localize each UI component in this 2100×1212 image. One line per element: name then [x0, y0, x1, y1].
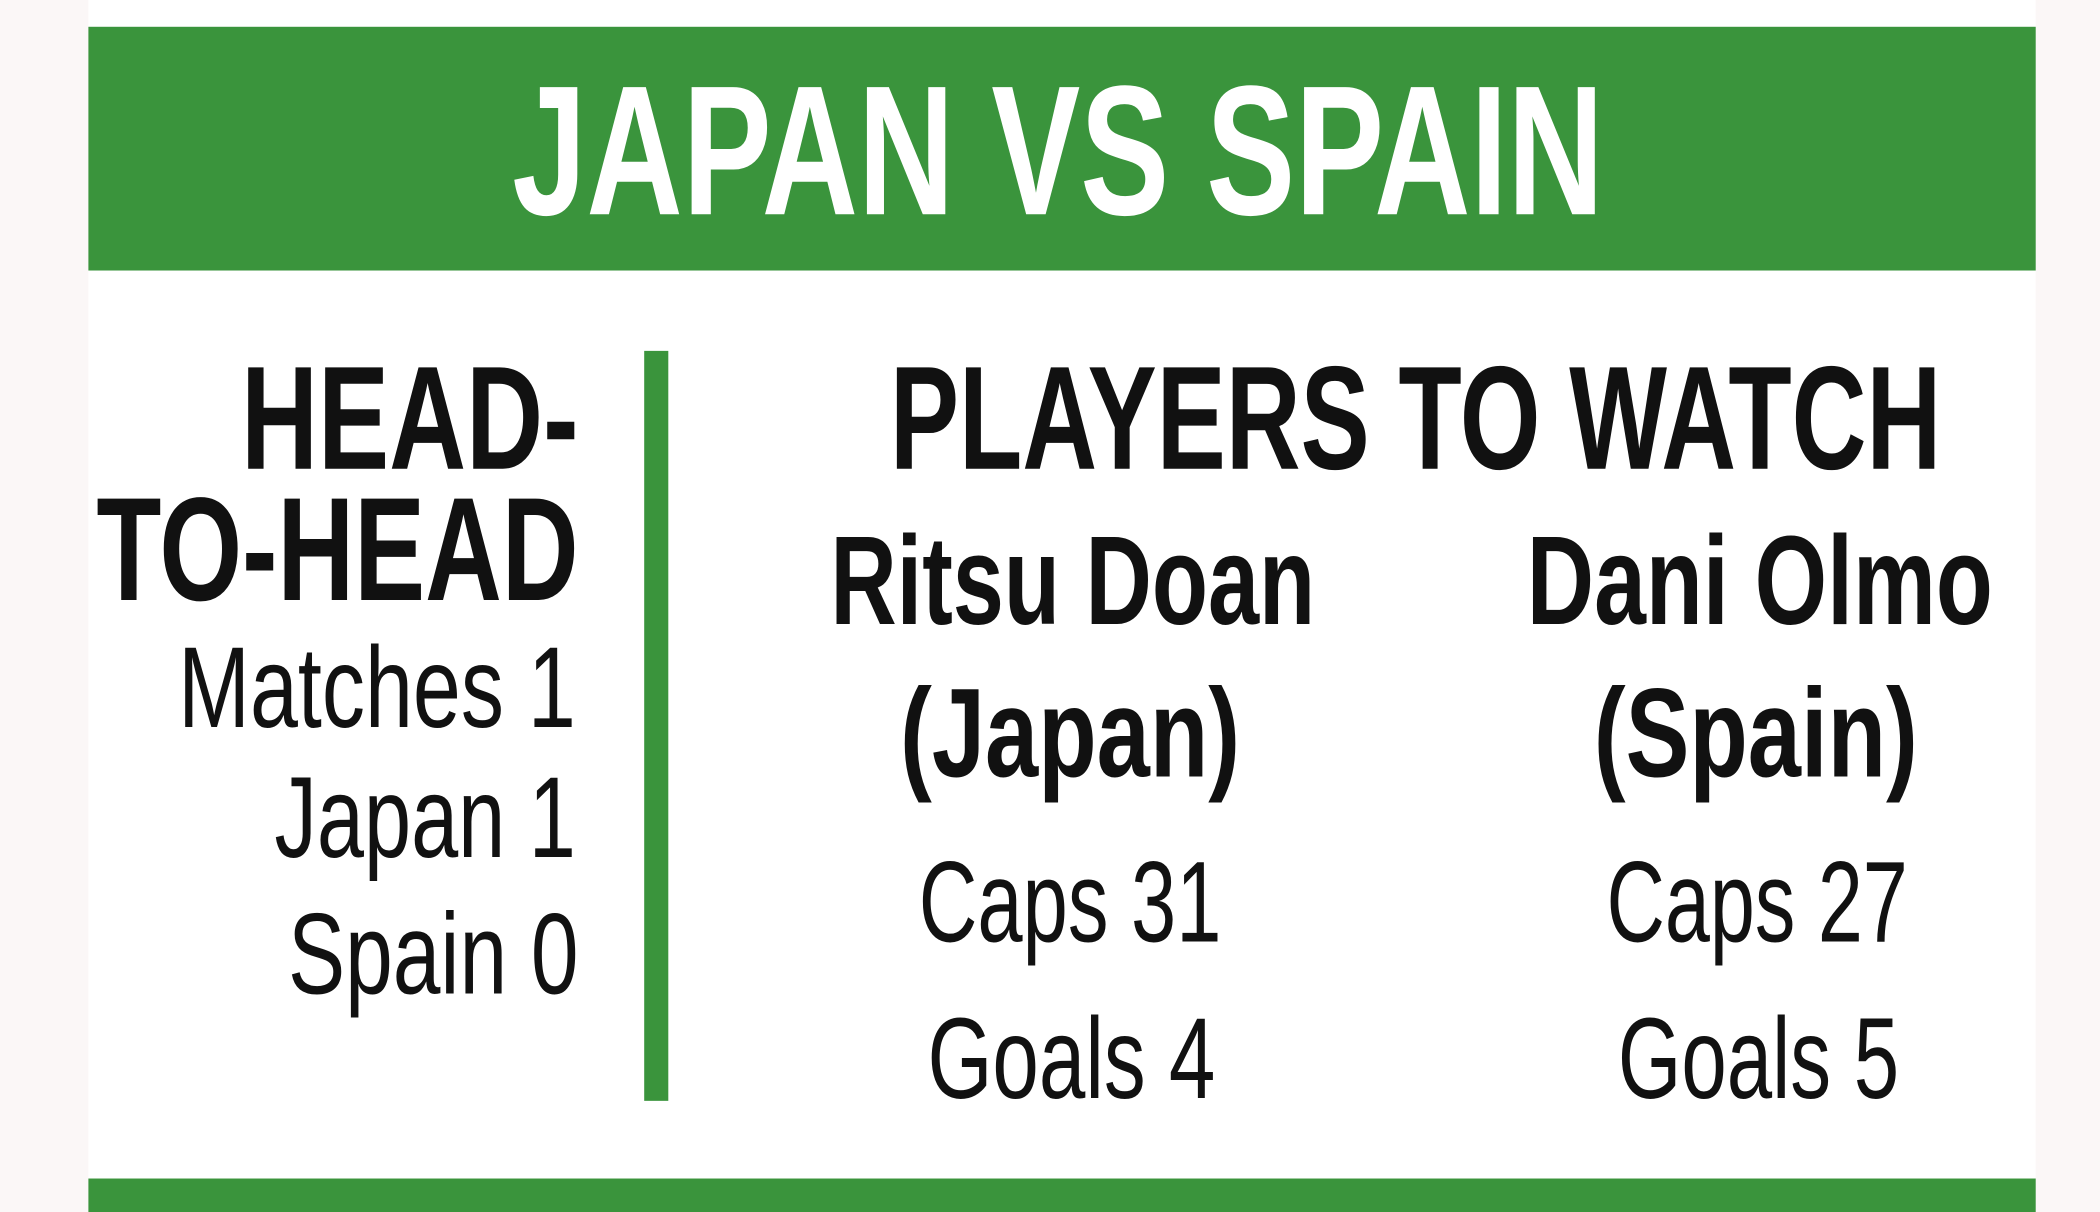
player-name: Dani Olmo: [1527, 510, 1993, 651]
player-stat: Goals 4: [927, 995, 1215, 1123]
player-stat: Caps 27: [1606, 838, 1907, 966]
player-stat: Goals 5: [1618, 995, 1899, 1123]
footer-band: [88, 1178, 2036, 1212]
header-band: [88, 26, 2036, 271]
section-title: TO-HEAD: [96, 468, 578, 632]
stat: Matches 1: [178, 624, 576, 752]
section-title: HEAD-: [241, 337, 579, 501]
player-name: Ritsu Doan: [830, 510, 1315, 651]
divider: [644, 350, 669, 1101]
player-team: (Japan): [900, 663, 1240, 804]
stat: Japan 1: [275, 754, 576, 882]
title: JAPAN VS SPAIN: [512, 48, 1604, 254]
stat: Spain 0: [288, 891, 579, 1019]
player-team: (Spain): [1594, 663, 1918, 804]
section-title: PLAYERS TO WATCH: [890, 337, 1941, 501]
player-stat: Caps 31: [919, 838, 1222, 966]
